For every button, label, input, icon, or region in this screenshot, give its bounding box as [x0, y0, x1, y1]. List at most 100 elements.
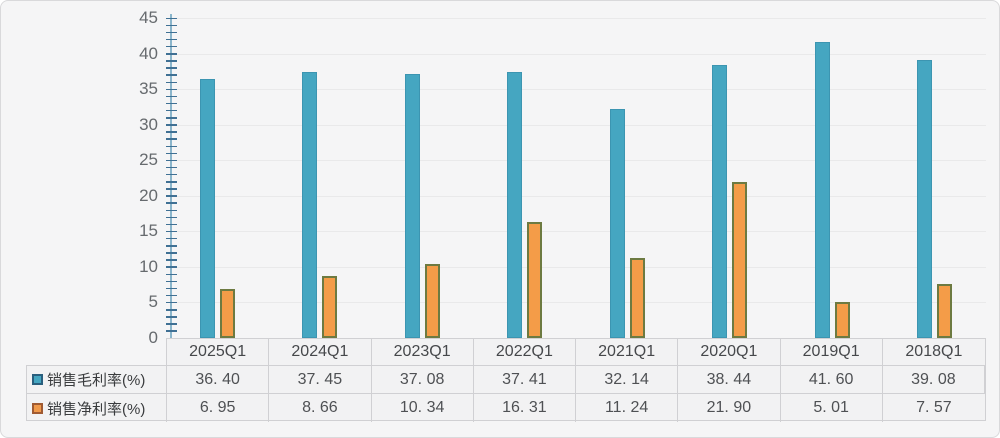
gridline-40	[172, 53, 986, 55]
quarter-header-2024Q1: 2024Q1	[269, 339, 372, 365]
y-tick-11	[165, 259, 177, 261]
y-tick-39	[165, 60, 177, 62]
value-cell-net-2021Q1: 11. 24	[576, 394, 679, 422]
y-tick-12	[165, 252, 177, 254]
value-cell-gross-2018Q1: 39. 08	[882, 366, 985, 394]
y-axis-label-15: 15	[139, 221, 158, 241]
quarter-header-2021Q1: 2021Q1	[576, 339, 679, 365]
bar-net-margin-2021Q1	[629, 258, 645, 338]
gridline-25	[172, 160, 986, 162]
bar-net-margin-2024Q1	[322, 276, 338, 338]
y-tick-35	[165, 88, 177, 91]
y-axis-label-5: 5	[148, 292, 158, 312]
y-tick-22	[165, 181, 177, 183]
y-tick-44	[165, 24, 177, 27]
y-tick-23	[165, 173, 177, 176]
y-tick-20	[165, 195, 177, 197]
y-axis-label-20: 20	[139, 185, 158, 205]
y-axis-line	[170, 14, 172, 339]
y-tick-1	[165, 330, 177, 332]
legend-cell-gross: 销售毛利率(%)	[27, 366, 167, 394]
y-tick-43	[165, 31, 177, 34]
value-cell-gross-2024Q1: 37. 45	[269, 366, 372, 394]
y-tick-42	[165, 38, 177, 41]
gridline-5	[172, 302, 986, 304]
value-cell-net-2019Q1: 5. 01	[781, 394, 883, 422]
bar-gross-margin-2023Q1	[404, 74, 420, 338]
bar-gross-margin-2022Q1	[507, 71, 523, 338]
value-cell-gross-2020Q1: 38. 44	[678, 366, 781, 394]
y-tick-28	[165, 138, 177, 140]
bar-gross-margin-2020Q1	[712, 64, 728, 338]
bar-net-margin-2019Q1	[834, 302, 850, 338]
quarter-header-2019Q1: 2019Q1	[781, 339, 883, 365]
quarter-header-2025Q1: 2025Q1	[167, 339, 270, 365]
net-margin-swatch-icon	[32, 402, 43, 414]
y-tick-36	[165, 81, 177, 83]
y-tick-10	[165, 266, 177, 268]
value-cell-gross-2022Q1: 37. 41	[473, 366, 576, 394]
y-tick-16	[165, 223, 177, 226]
bar-gross-margin-2025Q1	[199, 79, 215, 338]
y-tick-41	[165, 45, 177, 48]
y-axis-label-10: 10	[139, 256, 158, 276]
y-tick-33	[165, 102, 177, 105]
legend-cell-net: 销售净利率(%)	[27, 394, 167, 422]
y-tick-3	[165, 316, 177, 318]
bar-gross-margin-2024Q1	[302, 71, 318, 338]
y-tick-21	[165, 188, 177, 190]
y-tick-4	[165, 309, 177, 311]
gridline-30	[172, 124, 986, 126]
y-tick-7	[165, 287, 177, 290]
data-table-header-row: 2025Q1 2024Q1 2023Q1 2022Q1 2021Q1 2020Q1 2019…	[166, 338, 986, 366]
y-tick-24	[165, 166, 177, 169]
value-cell-gross-2023Q1: 37. 08	[371, 366, 474, 394]
value-cell-gross-2021Q1: 32. 14	[576, 366, 679, 394]
bar-net-margin-2025Q1	[219, 288, 235, 338]
value-cell-gross-2019Q1: 41. 60	[780, 366, 883, 394]
y-tick-29	[165, 131, 177, 133]
y-tick-19	[165, 202, 177, 204]
bar-gross-margin-2018Q1	[917, 60, 933, 338]
y-tick-9	[165, 273, 177, 275]
value-cell-net-2025Q1: 6. 95	[167, 394, 270, 422]
legend-label: 销售净利率(%)	[47, 400, 146, 418]
y-tick-40	[165, 53, 177, 55]
y-axis-label-0: 0	[148, 328, 158, 347]
y-tick-17	[165, 216, 177, 219]
y-tick-45	[165, 17, 177, 19]
legend-label: 销售毛利率(%)	[47, 372, 146, 389]
bar-gross-margin-2021Q1	[609, 109, 625, 338]
quarter-header-2018Q1: 2018Q1	[905, 343, 963, 360]
y-tick-31	[165, 117, 177, 119]
y-tick-13	[165, 245, 177, 247]
y-axis-label-25: 25	[139, 150, 158, 170]
y-tick-6	[165, 294, 177, 297]
value-cell-net-2022Q1: 16. 31	[474, 394, 576, 422]
gridline-10	[172, 266, 986, 268]
gridline-20	[172, 195, 986, 197]
y-tick-5	[165, 301, 177, 304]
y-tick-32	[165, 109, 177, 112]
y-axis-label-45: 45	[139, 8, 158, 27]
y-tick-30	[165, 124, 177, 126]
gross-margin-swatch-icon	[32, 374, 43, 385]
bar-net-margin-2018Q1	[937, 284, 953, 338]
y-tick-26	[165, 152, 177, 155]
quarter-header-2022Q1: 2022Q1	[474, 339, 576, 365]
value-cell-net-2018Q1: 7. 57	[916, 399, 952, 416]
gridline-15	[172, 231, 986, 233]
value-cell-net-2024Q1: 8. 66	[269, 394, 372, 422]
bar-gross-margin-2019Q1	[814, 42, 830, 338]
data-table-body: 销售毛利率(%) 36. 40 37. 45 37. 08 37. 41 32. 14 38…	[26, 365, 986, 422]
y-tick-25	[165, 159, 177, 162]
value-cell-net-2023Q1: 10. 34	[372, 394, 474, 422]
value-cell-net-2020Q1: 21. 90	[678, 394, 781, 422]
y-tick-8	[165, 280, 177, 283]
bar-net-margin-2023Q1	[424, 264, 440, 338]
quarter-header-2020Q1: 2020Q1	[678, 339, 781, 365]
y-tick-38	[165, 67, 177, 69]
y-tick-18	[165, 209, 177, 211]
